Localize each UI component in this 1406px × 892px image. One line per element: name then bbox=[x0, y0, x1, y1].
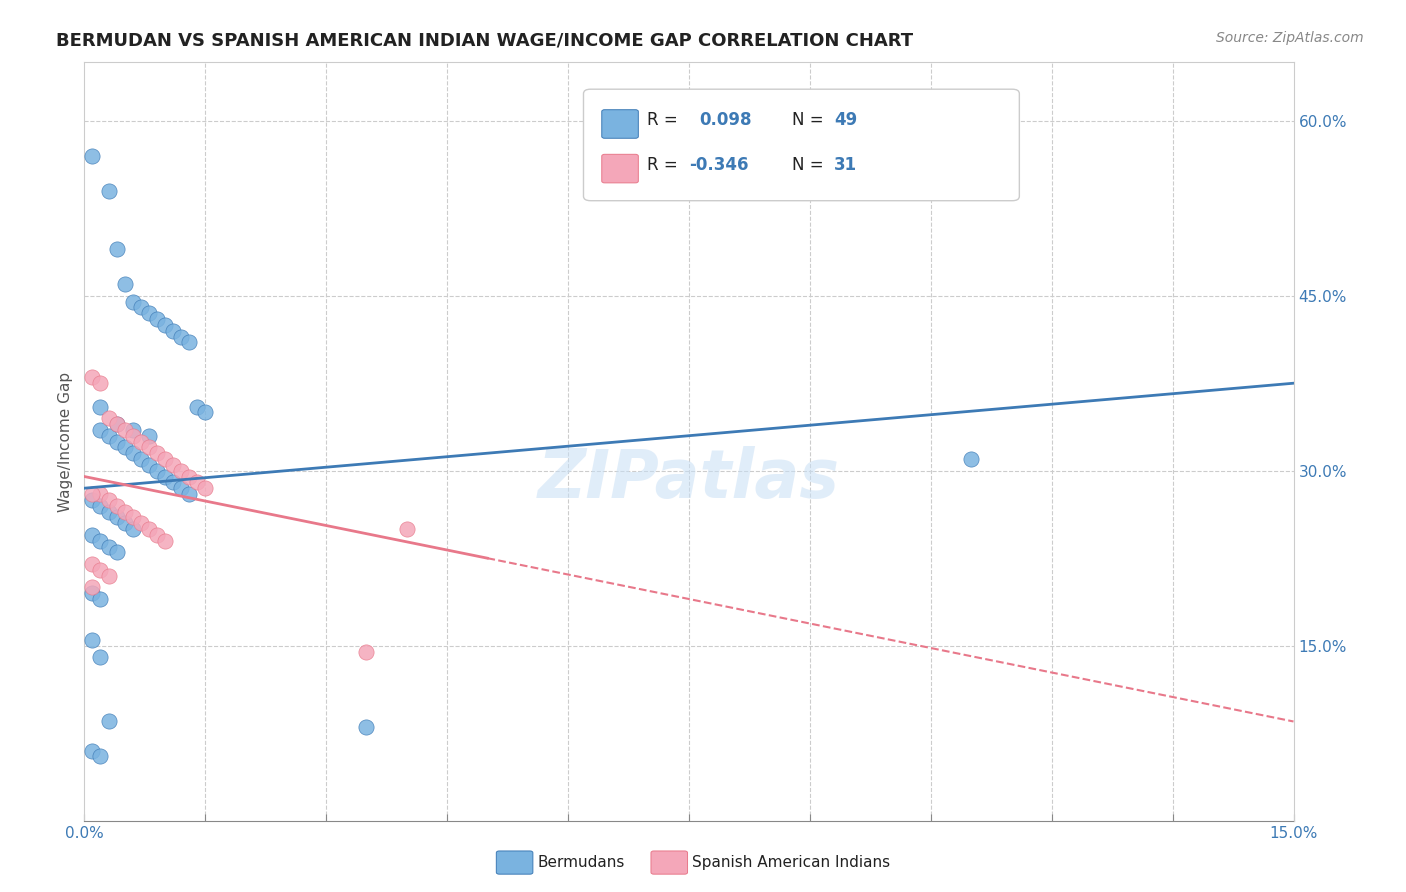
Point bbox=[960, 452, 983, 467]
Point bbox=[82, 586, 104, 600]
Y-axis label: Wage/Income Gap: Wage/Income Gap bbox=[58, 371, 73, 512]
Point bbox=[89, 487, 111, 501]
Point bbox=[170, 481, 193, 495]
Text: 31: 31 bbox=[834, 156, 856, 174]
Point bbox=[146, 446, 169, 460]
Text: 0.098: 0.098 bbox=[699, 112, 751, 129]
Point bbox=[121, 428, 143, 442]
Point bbox=[129, 301, 152, 315]
Point bbox=[129, 434, 152, 449]
Point bbox=[89, 650, 111, 665]
Point bbox=[114, 277, 136, 291]
Point bbox=[186, 400, 208, 414]
Point bbox=[97, 504, 120, 518]
Point bbox=[105, 510, 128, 524]
Point bbox=[179, 487, 201, 501]
Point bbox=[194, 481, 217, 495]
Point bbox=[138, 441, 160, 455]
Point bbox=[170, 329, 193, 343]
Point bbox=[97, 492, 120, 507]
Point bbox=[89, 376, 111, 391]
Point bbox=[82, 528, 104, 542]
Point bbox=[82, 487, 104, 501]
Text: BERMUDAN VS SPANISH AMERICAN INDIAN WAGE/INCOME GAP CORRELATION CHART: BERMUDAN VS SPANISH AMERICAN INDIAN WAGE… bbox=[56, 31, 914, 49]
Text: N =: N = bbox=[792, 156, 823, 174]
Point bbox=[138, 458, 160, 472]
Point bbox=[82, 632, 104, 647]
Point bbox=[105, 417, 128, 431]
Point bbox=[97, 411, 120, 425]
Text: R =: R = bbox=[647, 112, 678, 129]
Point bbox=[356, 720, 378, 734]
Text: Spanish American Indians: Spanish American Indians bbox=[692, 855, 890, 870]
Text: Bermudans: Bermudans bbox=[537, 855, 624, 870]
Point bbox=[105, 545, 128, 559]
Point bbox=[114, 504, 136, 518]
Point bbox=[395, 522, 418, 536]
Point bbox=[89, 749, 111, 764]
Point bbox=[153, 533, 176, 548]
Text: -0.346: -0.346 bbox=[689, 156, 748, 174]
Text: Source: ZipAtlas.com: Source: ZipAtlas.com bbox=[1216, 31, 1364, 45]
Point bbox=[186, 475, 208, 490]
Point bbox=[129, 452, 152, 467]
Point bbox=[153, 452, 176, 467]
Point bbox=[179, 335, 201, 350]
Point bbox=[146, 464, 169, 478]
Point bbox=[114, 516, 136, 531]
Point bbox=[89, 423, 111, 437]
Point bbox=[121, 294, 143, 309]
Point bbox=[97, 714, 120, 729]
Point bbox=[89, 533, 111, 548]
Point bbox=[97, 428, 120, 442]
Point bbox=[82, 492, 104, 507]
Point bbox=[89, 400, 111, 414]
Point bbox=[138, 522, 160, 536]
Point bbox=[129, 516, 152, 531]
Point bbox=[121, 510, 143, 524]
Point bbox=[121, 522, 143, 536]
Point bbox=[138, 428, 160, 442]
Point bbox=[146, 528, 169, 542]
Point bbox=[153, 469, 176, 483]
Point bbox=[105, 417, 128, 431]
Point bbox=[162, 458, 184, 472]
Point bbox=[97, 568, 120, 582]
Point bbox=[356, 644, 378, 658]
Text: N =: N = bbox=[792, 112, 823, 129]
Point bbox=[89, 499, 111, 513]
Point bbox=[114, 441, 136, 455]
Point bbox=[89, 592, 111, 607]
Point bbox=[179, 469, 201, 483]
Point bbox=[89, 563, 111, 577]
Point bbox=[146, 312, 169, 326]
Point bbox=[153, 318, 176, 332]
Point bbox=[194, 405, 217, 419]
Point bbox=[121, 423, 143, 437]
Point bbox=[82, 580, 104, 594]
Point bbox=[162, 475, 184, 490]
Point bbox=[97, 184, 120, 198]
Point bbox=[105, 434, 128, 449]
Point bbox=[162, 324, 184, 338]
Text: 49: 49 bbox=[834, 112, 858, 129]
Point bbox=[138, 306, 160, 320]
Point bbox=[105, 242, 128, 256]
Text: ZIPatlas: ZIPatlas bbox=[538, 447, 839, 512]
Point bbox=[82, 744, 104, 758]
Text: R =: R = bbox=[647, 156, 678, 174]
Point bbox=[82, 370, 104, 384]
Point bbox=[82, 557, 104, 571]
Point bbox=[121, 446, 143, 460]
Point bbox=[82, 149, 104, 163]
Point bbox=[170, 464, 193, 478]
Point bbox=[97, 540, 120, 554]
Point bbox=[105, 499, 128, 513]
Point bbox=[114, 423, 136, 437]
